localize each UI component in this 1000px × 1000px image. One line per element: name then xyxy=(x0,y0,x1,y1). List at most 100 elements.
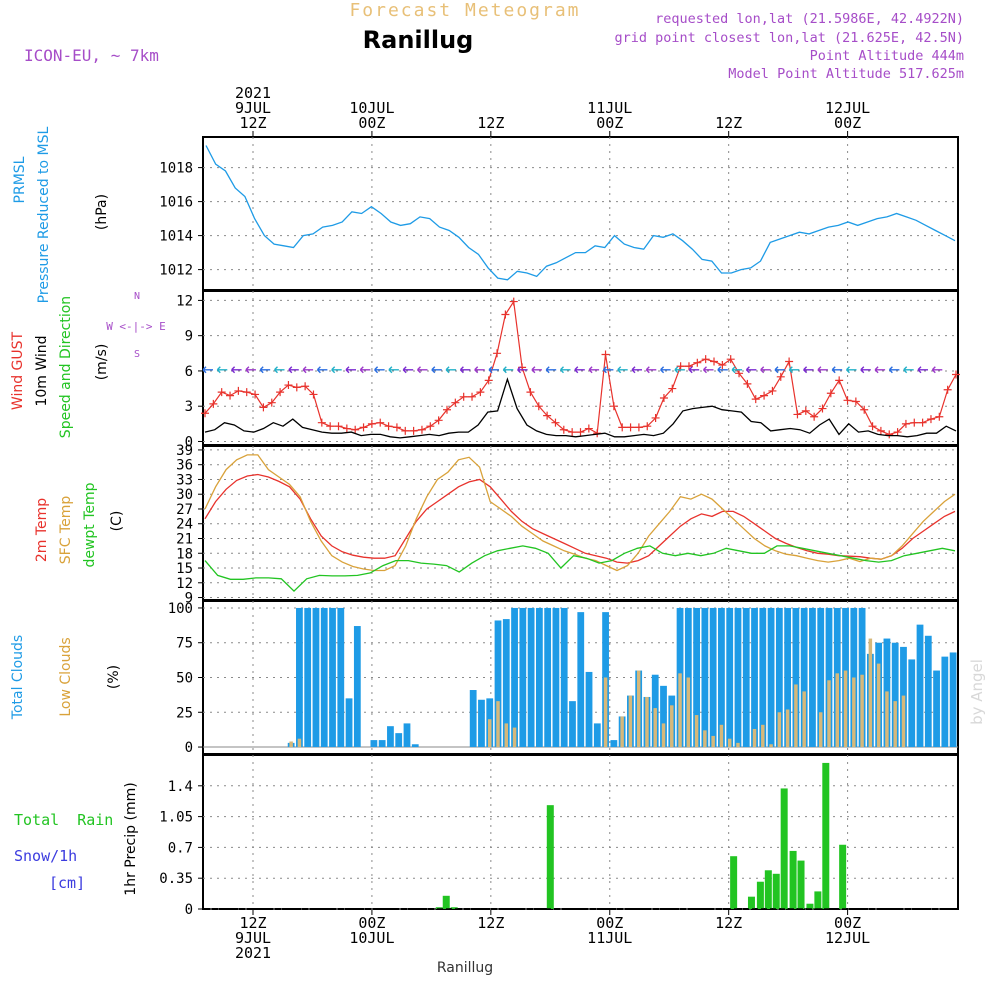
wind-direction-arrow xyxy=(788,366,800,374)
total-cloud-bar xyxy=(916,624,924,748)
dewpt-label: dewpt Temp xyxy=(82,482,98,567)
footer-location: Ranillug xyxy=(437,960,493,976)
snow-unit-label: [cm] xyxy=(49,874,85,892)
gust-marker xyxy=(501,310,510,319)
bottom-time-label: 00Z xyxy=(358,914,385,932)
top-time-label: 2021 xyxy=(235,84,271,102)
gust-marker xyxy=(876,426,885,435)
wind-panel: 0 3 6 9 12 xyxy=(176,290,960,450)
low-cloud-bar xyxy=(761,724,765,748)
gust-marker xyxy=(651,413,660,422)
rain-bar xyxy=(780,788,788,909)
gust-marker xyxy=(676,362,685,371)
gust-marker xyxy=(484,376,493,385)
wind-direction-arrow xyxy=(846,366,857,374)
panel-frame xyxy=(202,754,959,910)
gust-marker xyxy=(626,423,635,432)
total-cloud-bar xyxy=(585,671,593,748)
low-cloud-bar xyxy=(504,723,509,748)
wind-direction-arrow xyxy=(660,366,671,374)
wind-direction-arrow xyxy=(617,366,628,374)
bottom-time-label: 12Z xyxy=(477,914,504,932)
gust-marker xyxy=(843,396,852,405)
total-cloud-bar xyxy=(767,607,775,748)
wind-direction-arrow xyxy=(917,366,928,374)
gust-marker xyxy=(376,418,385,427)
product-title: Forecast Meteogram xyxy=(349,0,580,21)
total-cloud-bar xyxy=(519,607,527,748)
rain-bar xyxy=(814,891,822,909)
gust-marker xyxy=(426,422,435,431)
gust-marker xyxy=(217,388,226,397)
y-tick-label: 21 xyxy=(176,531,193,547)
y-tick-label: 0 xyxy=(185,434,193,450)
gust-marker xyxy=(559,425,568,434)
gust-marker xyxy=(668,384,677,393)
wind-direction-arrow xyxy=(431,366,442,374)
wind-direction-arrow xyxy=(517,366,528,374)
low-cloud-bar xyxy=(769,744,773,748)
rain-bar xyxy=(797,860,805,909)
y-tick-label: 1.4 xyxy=(168,779,193,795)
y-tick-label: 9 xyxy=(185,591,193,607)
gust-marker xyxy=(885,430,894,439)
total-cloud-bar xyxy=(478,699,485,748)
wind-direction-arrow xyxy=(231,366,242,374)
total-cloud-bar xyxy=(569,701,576,748)
wind-direction-arrow xyxy=(445,366,457,374)
rain-bar xyxy=(747,896,755,909)
low-cloud-bar xyxy=(736,742,740,748)
wind-direction-arrow xyxy=(331,366,342,374)
y-tick-label: 1016 xyxy=(159,195,193,211)
wind-direction-arrow xyxy=(288,366,299,374)
y-tick-label: 0.35 xyxy=(159,871,193,887)
low-cloud-bar xyxy=(835,673,840,748)
total-cloud-bar xyxy=(378,740,386,748)
gust-marker xyxy=(634,423,643,432)
total-cloud-bar xyxy=(775,607,783,748)
gust-marker xyxy=(259,403,268,412)
panel-frame xyxy=(202,445,959,601)
location-title: Ranillug xyxy=(363,26,474,54)
gust-marker xyxy=(818,404,827,413)
rain-bar xyxy=(450,907,458,909)
total-cloud-bar xyxy=(891,642,899,748)
gust-marker xyxy=(618,423,627,432)
gust-marker xyxy=(701,355,710,364)
top-time-label: 9JUL xyxy=(235,99,271,117)
gust-marker xyxy=(409,426,418,435)
total-cloud-bar xyxy=(924,635,932,748)
y-tick-label: 9 xyxy=(185,329,193,345)
gust-marker xyxy=(726,355,735,364)
wind-direction-arrow xyxy=(259,366,271,374)
gust-marker xyxy=(910,418,919,427)
wind-direction-arrow xyxy=(316,366,328,374)
low-cloud-bar xyxy=(752,728,757,748)
gust-marker xyxy=(643,422,652,431)
temp-unit-label: (C) xyxy=(109,511,125,532)
low-cloud-bar xyxy=(860,674,864,748)
gust-marker xyxy=(868,422,877,431)
total-cloud-bar xyxy=(345,698,353,748)
sfc-temp-line xyxy=(204,454,956,572)
y-tick-label: 100 xyxy=(168,601,193,617)
total-cloud-bar xyxy=(734,607,742,748)
gust-marker xyxy=(735,369,744,378)
watermark: by Angel xyxy=(968,659,986,725)
gust-marker xyxy=(826,389,835,398)
low-cloud-bar xyxy=(868,638,873,748)
wind-direction-arrow xyxy=(602,366,614,374)
total-cloud-bar xyxy=(329,607,336,748)
gust-marker xyxy=(267,398,276,407)
total-cloud-bar xyxy=(411,744,419,748)
total-cloud-bar xyxy=(527,607,535,748)
gust-marker xyxy=(601,350,610,359)
total-cloud-bar xyxy=(742,607,750,748)
y-tick-label: 6 xyxy=(185,364,193,380)
gust-marker xyxy=(893,428,902,437)
low-cloud-bar xyxy=(711,735,715,748)
gust-marker xyxy=(468,392,477,401)
snow-label: Snow/1h xyxy=(14,847,77,865)
wind-label: 10m Wind xyxy=(34,335,50,406)
